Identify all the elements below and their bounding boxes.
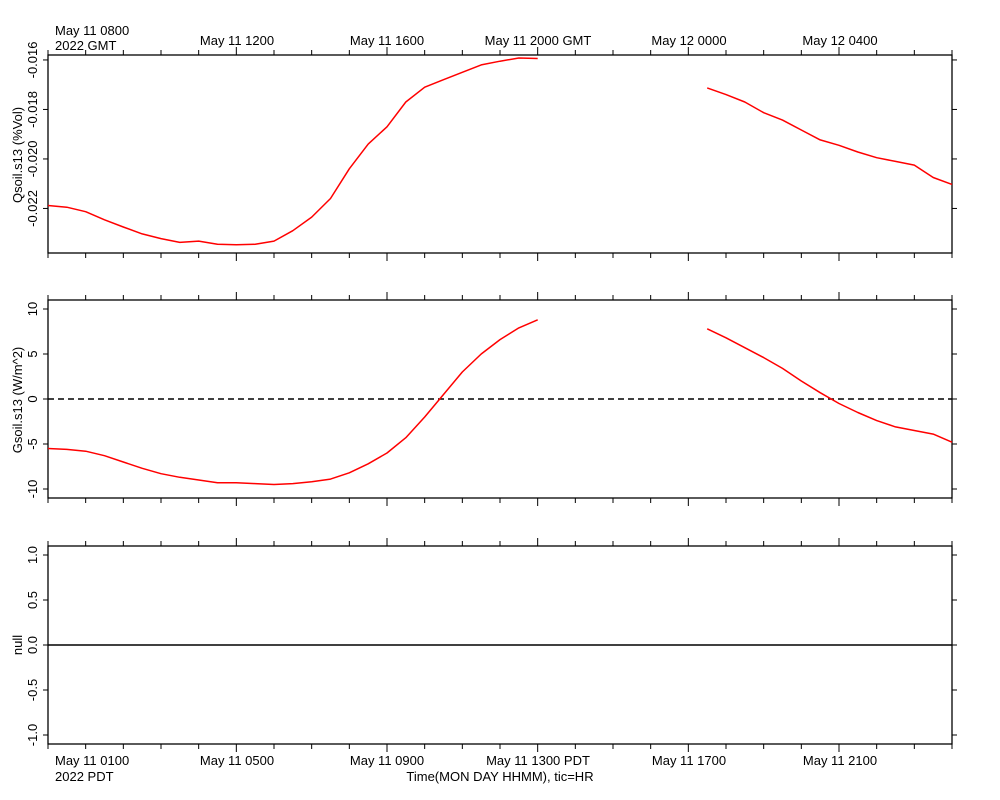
- top-tick-label: May 12 0000: [651, 33, 726, 48]
- y-tick-label: 1.0: [25, 546, 40, 564]
- y-tick-label: 0.5: [25, 591, 40, 609]
- y-tick-label: -0.022: [25, 190, 40, 227]
- top-tick-label: May 11 2000 GMT: [485, 33, 592, 48]
- plot-frame-1: [47, 54, 953, 254]
- y-tick-label: -5: [25, 438, 40, 450]
- series-line-2-2: [706, 328, 953, 443]
- y-tick-label: -0.5: [25, 679, 40, 701]
- plot-panels: -0.016 -0.018 -0.020 -0.022 10 5 0 -5 -10 1.0 0.5 0…: [25, 42, 957, 752]
- bottom-tick-label: May 11 0500: [200, 753, 274, 768]
- bottom-first-label-line1: May 11 0100: [55, 753, 129, 768]
- bottom-tick-label: May 11 0900: [350, 753, 424, 768]
- panel3-ylabel: null: [10, 635, 25, 655]
- series-line-1-2: [706, 87, 953, 186]
- x-axis-label: Time(MON DAY HHMM), tic=HR: [406, 769, 593, 784]
- y-tick-label: -0.018: [25, 91, 40, 128]
- y-tick-label: -0.016: [25, 42, 40, 79]
- y-tick-label: 0.0: [25, 636, 40, 654]
- y-tick-label: 0: [25, 395, 40, 402]
- top-tick-label: May 11 1600: [350, 33, 424, 48]
- bottom-tick-label: May 11 2100: [803, 753, 877, 768]
- y-tick-label: -10: [25, 480, 40, 499]
- bottom-first-label-line2: 2022 PDT: [55, 769, 114, 784]
- top-tick-label: May 12 0400: [802, 33, 877, 48]
- series-line-1-1: [47, 57, 538, 246]
- bottom-tick-label: May 11 1300 PDT: [486, 753, 590, 768]
- top-first-label-line1: May 11 0800: [55, 23, 129, 38]
- y-tick-label: -0.020: [25, 141, 40, 178]
- top-tick-label: May 11 1200: [200, 33, 274, 48]
- y-tick-label: 10: [25, 302, 40, 316]
- bottom-tick-label: May 11 1700: [652, 753, 726, 768]
- top-first-label-line2: 2022 GMT: [55, 38, 116, 53]
- panel2-ylabel: Gsoil.s13 (W/m^2): [10, 347, 25, 454]
- panel1-ylabel: Qsoil.s13 (%Vol): [10, 107, 25, 203]
- y-tick-label: 5: [25, 350, 40, 357]
- series-line-2-1: [47, 319, 538, 486]
- y-tick-label: -1.0: [25, 724, 40, 746]
